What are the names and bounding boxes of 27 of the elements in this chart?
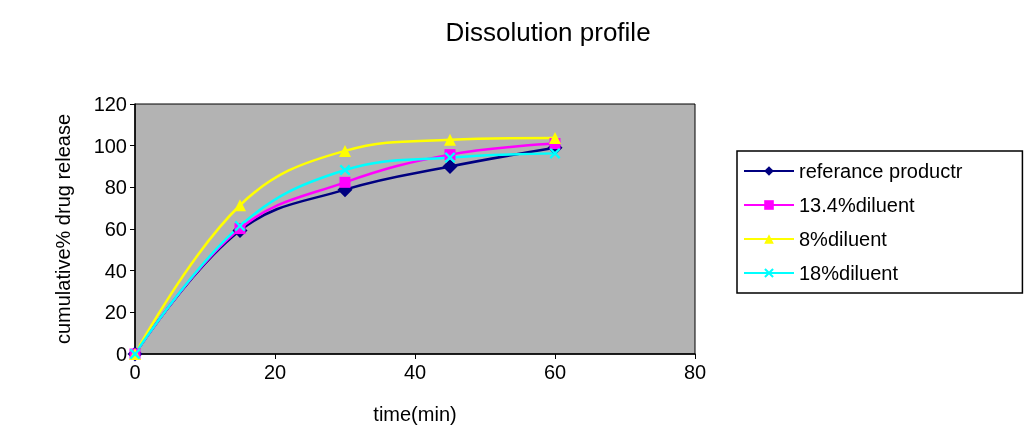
- y-tick-label: 0: [115, 343, 127, 365]
- legend-label: referance productr: [799, 160, 963, 182]
- x-tick-label: 40: [403, 361, 427, 383]
- y-axis-title: cumulative% drug release: [52, 113, 74, 345]
- x-tick-label: 0: [129, 361, 141, 383]
- point: [549, 147, 561, 159]
- y-tick-label: 60: [104, 218, 127, 240]
- y-tick-label: 120: [93, 93, 127, 115]
- y-tick-label: 20: [104, 301, 127, 324]
- point: [549, 131, 561, 144]
- legend-label: 18%diluent: [799, 262, 899, 284]
- point: [339, 176, 351, 188]
- x-tick-label: 60: [543, 361, 567, 383]
- point: [339, 144, 351, 157]
- y-tick-label: 40: [104, 259, 127, 282]
- point: [442, 159, 458, 174]
- legend-label: 13.4%diluent: [799, 194, 916, 216]
- y-tick-label: 100: [93, 134, 127, 157]
- y-tick-label: 80: [104, 176, 127, 199]
- point: [234, 199, 246, 212]
- point: [444, 133, 456, 146]
- x-tick-label: 20: [263, 361, 287, 383]
- x-axis-title: time(min): [373, 403, 457, 425]
- point: [339, 164, 351, 176]
- x-tick-label: 80: [683, 361, 707, 383]
- legend-label: 8%diluent: [799, 228, 888, 250]
- chart-title: Dissolution profile: [445, 17, 651, 47]
